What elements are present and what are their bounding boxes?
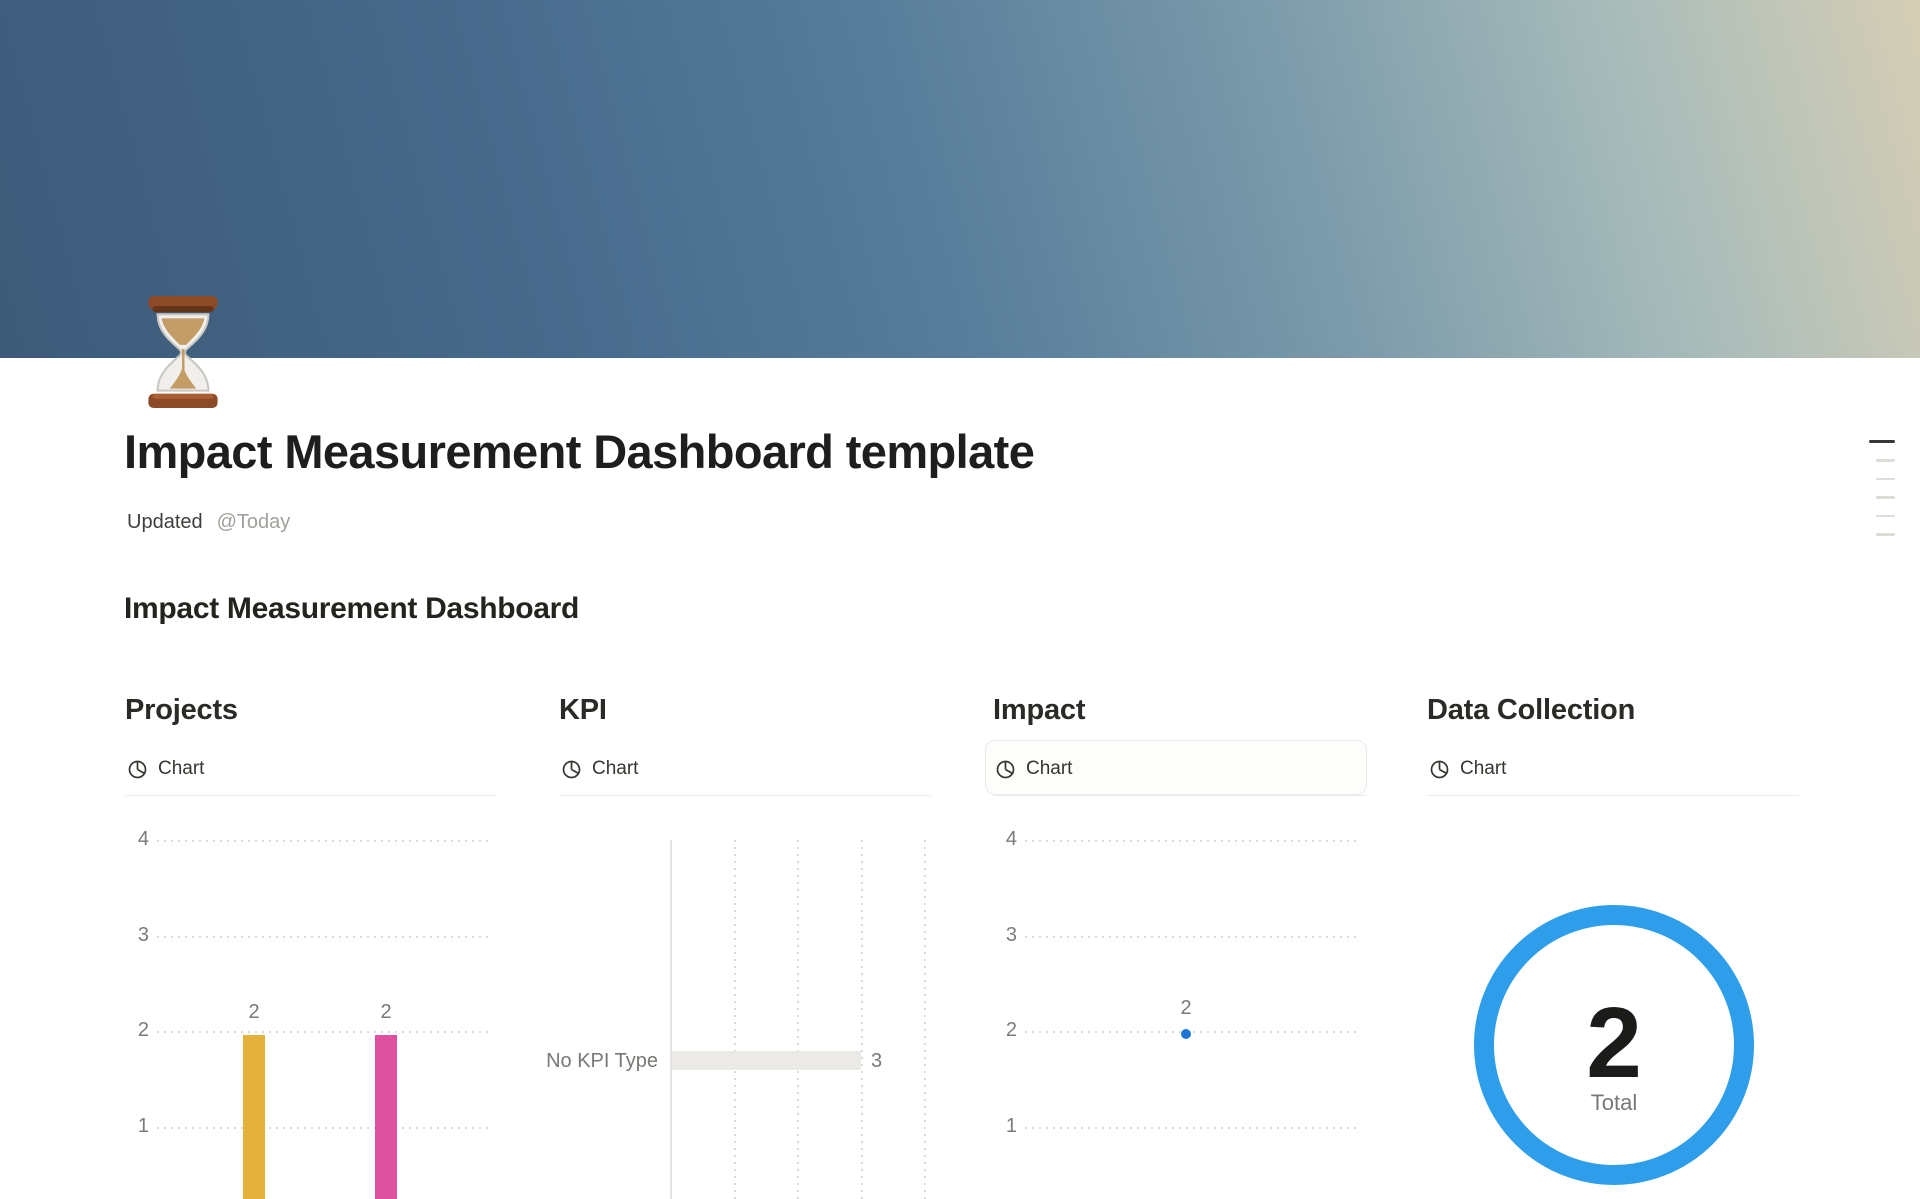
point-value-label: 2 bbox=[1180, 997, 1192, 1019]
pie-chart-icon bbox=[996, 760, 1015, 778]
tab-chart-kpi[interactable]: Chart bbox=[562, 754, 638, 784]
y-tick-label: 1 bbox=[137, 1115, 149, 1137]
gridline-vertical bbox=[734, 840, 736, 1199]
column-projects: Projects Chart bbox=[125, 694, 497, 804]
divider bbox=[559, 795, 931, 796]
toc-line[interactable] bbox=[1876, 477, 1895, 480]
table-of-contents bbox=[1868, 440, 1895, 552]
tab-chart-data-collection[interactable]: Chart bbox=[1430, 754, 1506, 784]
bar-segment[interactable] bbox=[243, 1035, 265, 1199]
today-date-mention[interactable]: @Today bbox=[216, 511, 291, 533]
gridline-vertical bbox=[797, 840, 799, 1199]
column-heading-data-collection[interactable]: Data Collection bbox=[1427, 694, 1636, 726]
divider bbox=[993, 795, 1365, 796]
toc-line[interactable] bbox=[1876, 496, 1895, 499]
gridline-horizontal bbox=[1025, 840, 1358, 842]
gridline-horizontal bbox=[1025, 936, 1358, 938]
category-label: No KPI Type bbox=[546, 1050, 658, 1072]
column-heading-impact[interactable]: Impact bbox=[993, 694, 1086, 726]
pie-chart-icon bbox=[562, 760, 581, 778]
section-heading[interactable]: Impact Measurement Dashboard bbox=[124, 592, 580, 625]
divider bbox=[125, 795, 497, 796]
donut-ring[interactable] bbox=[1474, 905, 1754, 1185]
y-tick-label: 4 bbox=[137, 828, 149, 850]
donut-chart[interactable] bbox=[1464, 895, 1764, 1195]
gridline-vertical bbox=[924, 840, 926, 1199]
y-tick-label: 1 bbox=[1005, 1115, 1017, 1137]
bar-value-label: 2 bbox=[380, 1001, 392, 1023]
bar-segment[interactable] bbox=[375, 1035, 397, 1199]
toc-line[interactable] bbox=[1876, 459, 1895, 462]
y-tick-label: 4 bbox=[1005, 828, 1017, 850]
column-heading-kpi[interactable]: KPI bbox=[559, 694, 607, 726]
hourglass-top-cap bbox=[148, 296, 218, 310]
toc-line[interactable] bbox=[1876, 514, 1895, 517]
bar-segment[interactable] bbox=[672, 1051, 861, 1070]
gridline-horizontal bbox=[1025, 1031, 1358, 1033]
updated-label: Updated bbox=[127, 511, 203, 533]
tab-label: Chart bbox=[1460, 758, 1507, 779]
donut-total-label: Total bbox=[1590, 1090, 1638, 1115]
bar-value-label: 3 bbox=[871, 1050, 883, 1072]
column-data-collection: Data Collection Chart bbox=[1427, 694, 1799, 804]
y-tick-label: 3 bbox=[1005, 924, 1017, 946]
pie-chart-icon bbox=[1430, 760, 1449, 778]
y-tick-label: 2 bbox=[137, 1019, 149, 1041]
y-tick-label: 3 bbox=[137, 924, 149, 946]
y-tick-label: 2 bbox=[1005, 1019, 1017, 1041]
toc-line[interactable] bbox=[1869, 440, 1895, 443]
tab-chart-impact[interactable]: Chart bbox=[996, 754, 1072, 784]
column-impact: Impact Chart bbox=[985, 694, 1367, 804]
gridline-horizontal bbox=[1025, 1127, 1358, 1129]
hourglass-sand-bottom bbox=[169, 365, 197, 389]
column-kpi: KPI Chart bbox=[559, 694, 931, 804]
tab-label: Chart bbox=[158, 758, 205, 779]
tab-chart-projects[interactable]: Chart bbox=[128, 754, 204, 784]
gridline-horizontal bbox=[157, 840, 490, 842]
bar-value-label: 2 bbox=[248, 1001, 260, 1023]
donut-total-value: 2 bbox=[1586, 987, 1642, 1099]
axis-line bbox=[670, 840, 672, 1199]
gridline-horizontal bbox=[157, 1127, 490, 1129]
tab-label: Chart bbox=[592, 758, 639, 779]
hourglass-top-lip bbox=[152, 306, 214, 313]
page-title[interactable]: Impact Measurement Dashboard template bbox=[124, 425, 1035, 478]
gridline-horizontal bbox=[157, 936, 490, 938]
hourglass-page-icon[interactable] bbox=[142, 296, 224, 410]
tab-hover-box bbox=[985, 740, 1367, 795]
hourglass-sand-top bbox=[161, 318, 205, 345]
gridline-horizontal bbox=[157, 1031, 490, 1033]
toc-line[interactable] bbox=[1876, 533, 1895, 536]
tab-label: Chart bbox=[1026, 758, 1073, 779]
gridline-vertical bbox=[861, 840, 863, 1199]
divider bbox=[1427, 795, 1799, 796]
column-heading-projects[interactable]: Projects bbox=[125, 694, 238, 726]
pie-chart-icon bbox=[128, 760, 147, 778]
cover-image[interactable] bbox=[0, 0, 1920, 358]
data-point[interactable] bbox=[1181, 1029, 1191, 1039]
updated-row: Updated @Today bbox=[127, 509, 290, 535]
hourglass-bottom-lip bbox=[152, 393, 214, 399]
